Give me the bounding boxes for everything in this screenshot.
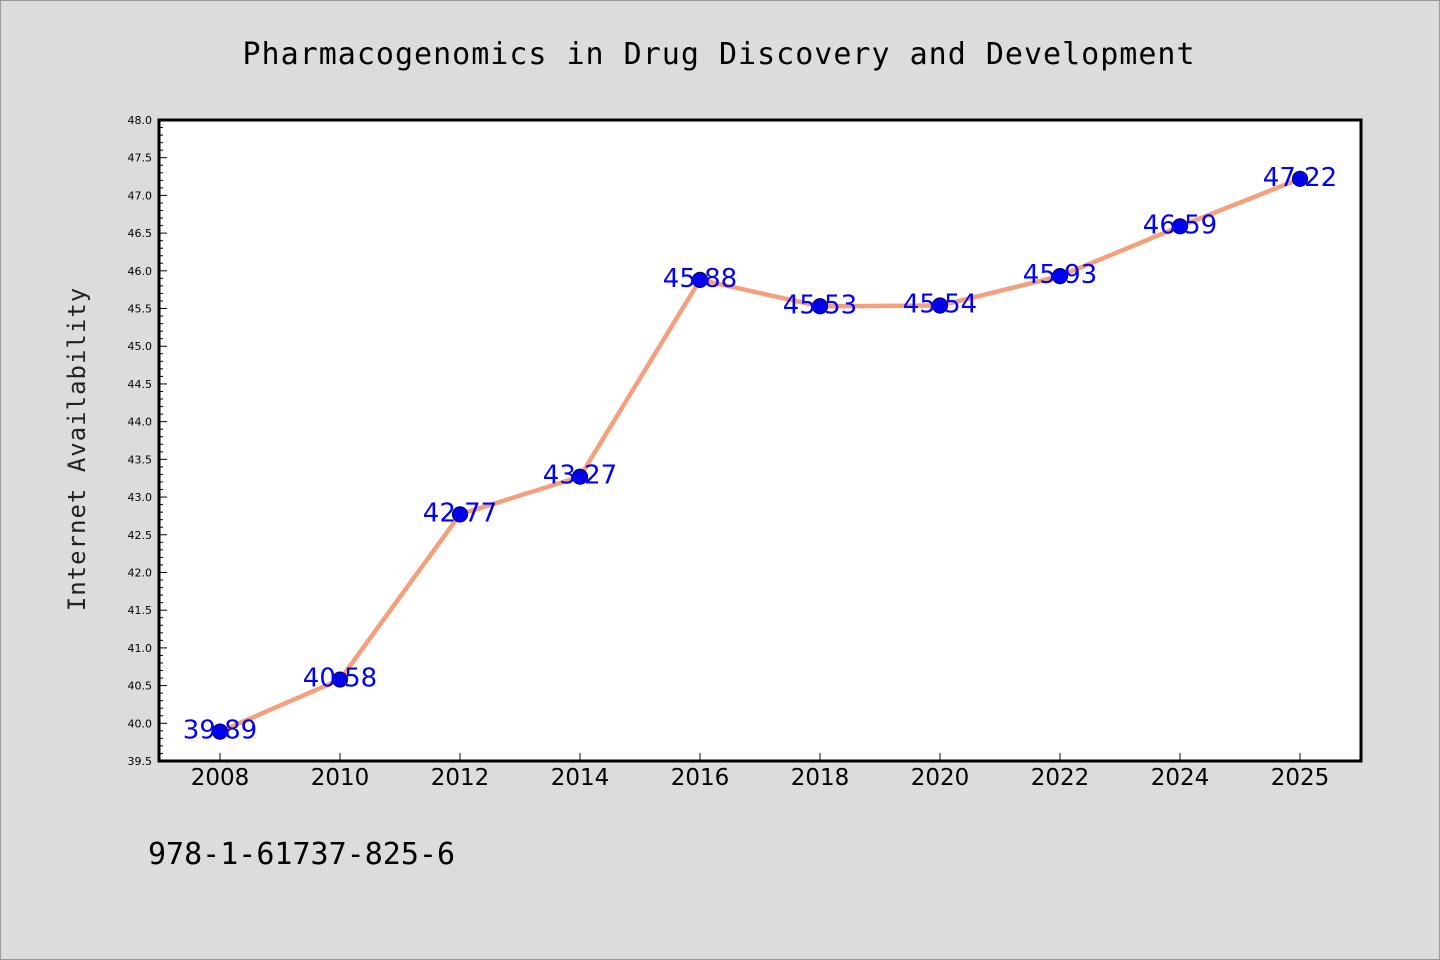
series-line <box>217 176 1303 734</box>
isbn-caption: 978-1-61737-825-6 <box>148 837 455 872</box>
y-tick-label: 47.5 <box>128 152 153 165</box>
y-tick-label: 44.5 <box>128 378 153 391</box>
chart-title: Pharmacogenomics in Drug Discovery and D… <box>242 37 1195 72</box>
data-label: 45.93 <box>1023 260 1097 290</box>
y-tick-label: 41.5 <box>128 604 153 617</box>
marker-group <box>211 170 1309 740</box>
y-tick-label: 44.0 <box>128 416 153 429</box>
x-tick-label: 2014 <box>551 765 610 791</box>
y-tick-label: 41.0 <box>128 642 153 655</box>
data-label: 42.77 <box>423 498 497 528</box>
x-tick-label: 2024 <box>1151 765 1210 791</box>
data-label: 39.89 <box>183 716 257 746</box>
y-tick-label: 42.5 <box>128 529 153 542</box>
x-tick-label: 2012 <box>431 765 490 791</box>
data-point-marker <box>451 506 469 523</box>
x-tick-label: 2020 <box>911 765 970 791</box>
x-tick-label: 2016 <box>671 765 730 791</box>
data-label: 45.88 <box>663 264 737 294</box>
y-tick-label: 42.0 <box>128 566 153 579</box>
data-point-marker <box>331 671 349 688</box>
data-point-marker <box>691 271 709 288</box>
data-point-marker <box>931 297 949 314</box>
data-label: 45.54 <box>903 290 977 320</box>
x-axis: 2008 2010 2012 2014 2016 2018 2020 2022 2024 2025 <box>191 753 1330 791</box>
y-tick-label: 40.0 <box>128 717 153 730</box>
data-label: 40.58 <box>303 664 377 694</box>
y-tick-label: 48.0 <box>128 114 153 127</box>
x-tick-label: 2018 <box>791 765 850 791</box>
data-point-marker <box>1291 170 1309 187</box>
y-tick-label: 45.5 <box>128 303 153 316</box>
y-tick-label: 40.5 <box>128 680 153 693</box>
data-label-group: 39.89 40.58 42.77 43.27 45.88 45.53 45.54 45.93… <box>183 163 1337 746</box>
y-tick-label: 43.5 <box>128 453 153 466</box>
y-tick-label: 39.5 <box>128 755 153 768</box>
y-tick-label: 47.0 <box>128 189 153 202</box>
data-point-marker <box>811 298 829 315</box>
data-point-marker <box>1051 268 1069 285</box>
data-label: 43.27 <box>543 461 617 491</box>
data-point-marker <box>1171 218 1189 235</box>
x-tick-label: 2025 <box>1271 765 1330 791</box>
data-label: 47.22 <box>1263 163 1337 193</box>
y-tick-label: 45.0 <box>128 340 153 353</box>
y-tick-label: 46.5 <box>128 227 153 240</box>
x-tick-label: 2010 <box>311 765 370 791</box>
y-axis-label: Internet Availability <box>63 287 91 611</box>
data-point-marker <box>211 723 229 740</box>
data-label: 46.59 <box>1143 210 1217 240</box>
data-point-marker <box>571 468 589 485</box>
y-axis: 39.5 40.0 40.5 41.0 41.5 42.0 42.5 43.0 43.5 44.0… <box>128 114 167 768</box>
x-tick-label: 2022 <box>1031 765 1090 791</box>
y-tick-label: 43.0 <box>128 491 153 504</box>
y-tick-label: 46.0 <box>128 265 153 278</box>
data-label: 45.53 <box>783 290 857 320</box>
x-tick-label: 2008 <box>191 765 250 791</box>
series-line-group <box>217 176 1303 734</box>
